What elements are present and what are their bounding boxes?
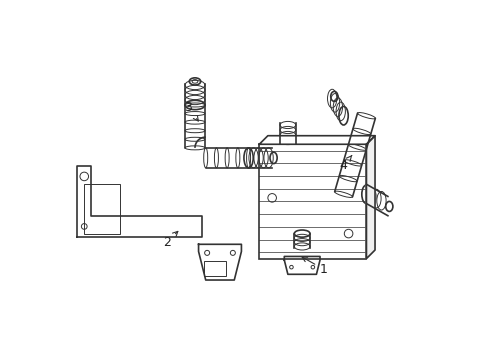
Bar	[84, 184, 120, 234]
Text: 2: 2	[163, 231, 178, 249]
Polygon shape	[259, 136, 375, 144]
Bar	[259, 144, 367, 258]
Text: 3: 3	[184, 101, 198, 121]
Text: 1: 1	[302, 257, 328, 276]
Bar	[204, 261, 226, 276]
Polygon shape	[367, 136, 375, 258]
Text: 4: 4	[339, 156, 352, 172]
